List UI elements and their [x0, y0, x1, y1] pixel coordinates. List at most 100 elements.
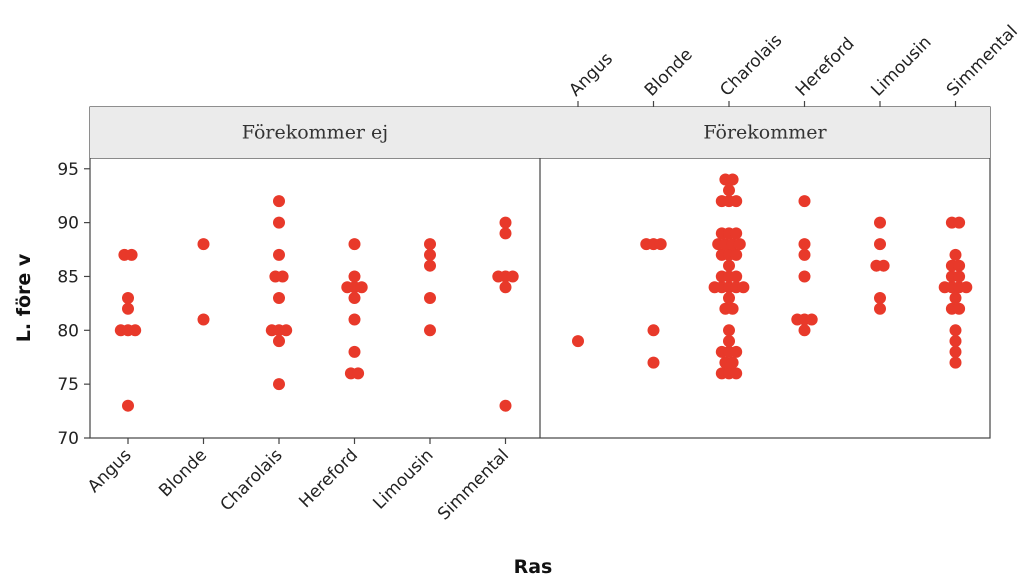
data-point [122, 302, 134, 315]
x-tick-label-top: Hereford [792, 34, 859, 101]
data-point [273, 378, 285, 391]
data-point [949, 345, 962, 358]
data-point [874, 216, 886, 229]
data-point [647, 356, 660, 369]
y-tick-label: 80 [57, 321, 79, 341]
x-tick-label-bottom: Charolais [217, 445, 287, 515]
data-point [506, 270, 519, 283]
data-point [499, 216, 512, 229]
data-point [874, 292, 886, 304]
data-point [874, 238, 886, 251]
data-point [197, 313, 210, 326]
data-point [273, 248, 285, 261]
data-point [953, 302, 966, 315]
data-point [499, 281, 512, 294]
data-point [953, 259, 966, 272]
y-tick-label: 90 [57, 214, 79, 234]
x-tick-label-top: Charolais [716, 31, 786, 101]
x-tick-label-top: Angus [565, 49, 617, 101]
data-point [129, 324, 142, 337]
y-tick-label: 85 [57, 267, 79, 287]
data-point [499, 227, 512, 240]
data-point [949, 248, 962, 261]
data-point [348, 270, 361, 283]
data-point [805, 313, 818, 326]
data-point [723, 324, 735, 337]
y-tick-label: 95 [57, 160, 79, 180]
data-point [424, 238, 436, 251]
data-point [355, 281, 368, 294]
data-point [348, 345, 361, 358]
data-point [273, 335, 285, 348]
data-point [276, 270, 289, 283]
data-point [953, 216, 966, 229]
data-point [273, 195, 285, 208]
data-point [348, 313, 361, 326]
data-point [798, 248, 811, 261]
data-point [723, 292, 735, 304]
x-axis-top: Angus Blonde Charolais Hereford Limousin Simm… [565, 22, 1022, 107]
data-point [125, 248, 138, 261]
y-axis-title: L. före v [13, 253, 35, 342]
data-point [726, 173, 739, 186]
data-point [424, 324, 436, 337]
data-point [723, 335, 735, 348]
data-point [798, 238, 811, 251]
data-point [424, 259, 436, 272]
data-point [798, 270, 811, 283]
x-tick-label-top: Blonde [641, 45, 697, 101]
data-point [572, 335, 584, 348]
data-point [960, 281, 973, 294]
x-tick-label-top: Limousin [867, 32, 935, 100]
data-point [949, 324, 962, 337]
data-point [424, 248, 436, 261]
panel-label-0: Förekommer ej [242, 122, 388, 144]
data-point [647, 324, 660, 337]
data-point [197, 238, 210, 251]
x-tick-label-bottom: Simmental [434, 445, 513, 524]
x-tick-label-bottom: Hereford [295, 445, 362, 512]
data-point [877, 259, 890, 272]
data-point [730, 195, 743, 208]
data-point [499, 399, 512, 412]
data-point [122, 399, 134, 412]
strip-background [90, 107, 990, 158]
data-point [730, 248, 743, 261]
y-tick-label: 75 [57, 375, 79, 395]
data-point [953, 270, 966, 283]
data-point [726, 356, 739, 369]
data-point [723, 259, 735, 272]
data-point [726, 302, 739, 315]
data-point [949, 335, 962, 348]
data-point [348, 238, 361, 251]
data-points [114, 173, 973, 412]
x-tick-label-bottom: Limousin [369, 445, 437, 513]
x-axis-title: Ras [514, 556, 553, 577]
data-point [122, 292, 134, 304]
data-point [798, 195, 811, 208]
x-tick-label-bottom: Angus [84, 445, 136, 497]
data-point [874, 302, 886, 315]
data-point [424, 292, 436, 304]
data-point [348, 292, 361, 304]
data-point [352, 367, 365, 380]
x-tick-label-bottom: Blonde [155, 445, 211, 501]
data-point [654, 238, 667, 251]
x-axis-bottom: Angus Blonde Charolais Hereford LimousinSimm… [84, 438, 513, 524]
data-point [798, 324, 811, 337]
data-point [949, 292, 962, 304]
panel-label-1: Förekommer [703, 122, 827, 144]
x-tick-label-top: Simmental [943, 22, 1022, 101]
data-point [730, 227, 743, 240]
panel-strips: Förekommer ej Förekommer [90, 107, 990, 158]
y-tick-label: 70 [57, 429, 79, 449]
data-point [723, 184, 735, 197]
y-axis: 70 75 80 85 90 95 [57, 160, 90, 449]
data-point [949, 356, 962, 369]
data-point [730, 367, 743, 380]
data-point [730, 270, 743, 283]
data-point [733, 238, 746, 251]
data-point [273, 216, 285, 229]
data-point [737, 281, 750, 294]
